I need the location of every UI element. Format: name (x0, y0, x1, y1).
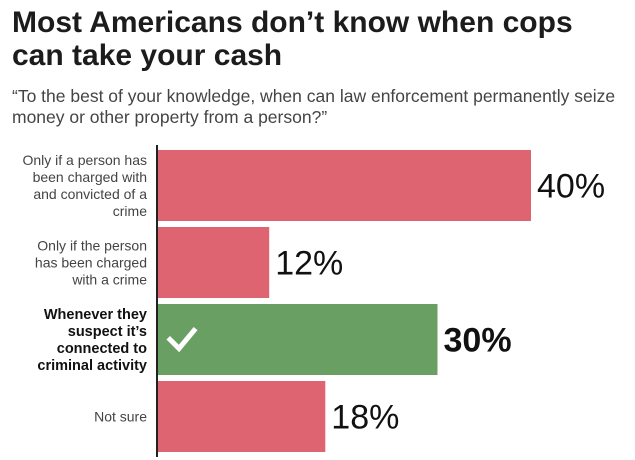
category-label-line: criminal activity (37, 358, 147, 374)
category-label-line: has been charged (35, 255, 147, 271)
category-label-0: Only if a person has been charged with and… (22, 152, 147, 219)
checkmark-icon (166, 326, 198, 353)
category-label-3: Not sure (94, 409, 147, 425)
category-label-line: with a crime (71, 272, 147, 288)
category-label-line: crime (113, 203, 147, 219)
bar-2 (157, 304, 438, 375)
bar-0 (157, 150, 531, 221)
category-label-line: connected to (57, 341, 147, 357)
category-label-line: Not sure (94, 409, 147, 425)
value-label-0: 40% (537, 168, 605, 206)
value-label-3: 18% (331, 399, 399, 437)
bar-1 (157, 227, 270, 298)
category-label-line: and convicted of a (33, 186, 147, 202)
category-label-line: Only if a person has (22, 152, 147, 168)
category-label-line: suspect it’s (68, 324, 147, 340)
category-label-line: been charged with (33, 169, 147, 185)
category-label-line: Whenever they (44, 307, 147, 323)
chart-subtitle: “To the best of your knowledge, when can… (12, 86, 616, 127)
category-label-1: Only if the person has been charged with a… (35, 238, 147, 288)
value-label-1: 12% (275, 245, 343, 283)
chart-title: Most Americans don’t know when cops can … (12, 6, 573, 72)
category-label-2: Whenever they suspect it’s connected to cri… (37, 307, 147, 374)
value-label-2: 30% (444, 322, 512, 360)
category-label-line: Only if the person (37, 238, 147, 254)
bar-3 (157, 381, 326, 452)
